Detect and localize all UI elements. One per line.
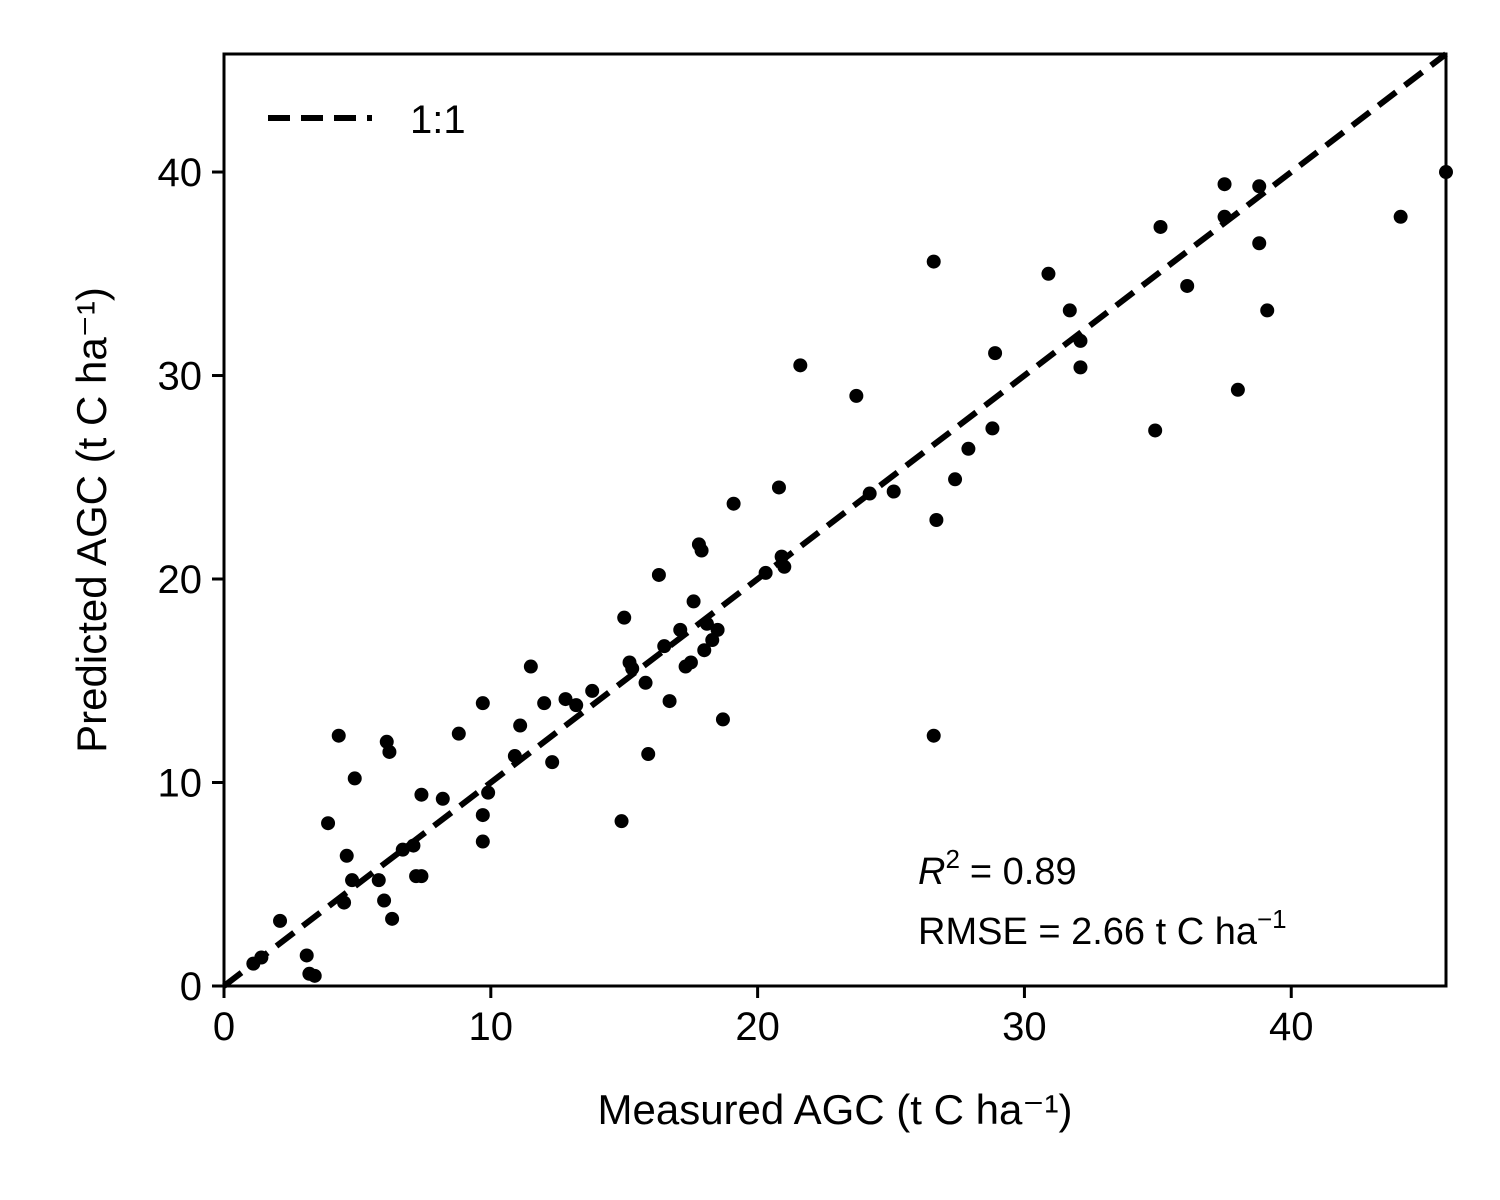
data-point xyxy=(697,643,712,658)
data-point xyxy=(638,675,653,690)
x-tick-label: 40 xyxy=(1269,1005,1314,1049)
data-point xyxy=(657,639,672,654)
data-point xyxy=(1073,360,1088,375)
one-to-one-line xyxy=(222,51,1448,989)
data-point xyxy=(686,594,701,609)
data-point xyxy=(625,661,640,676)
data-point xyxy=(793,358,808,373)
data-point xyxy=(771,480,786,495)
data-point xyxy=(617,610,632,625)
data-point xyxy=(926,728,941,743)
x-tick-label: 10 xyxy=(469,1005,514,1049)
data-point xyxy=(585,683,600,698)
data-point xyxy=(1393,209,1408,224)
r2-annotation: R2 = 0.89 xyxy=(918,844,1077,893)
data-point xyxy=(569,698,584,713)
data-point xyxy=(475,696,490,711)
data-point xyxy=(435,791,450,806)
data-point xyxy=(1180,278,1195,293)
data-point xyxy=(1252,179,1267,194)
data-point xyxy=(1217,177,1232,192)
y-tick-label: 10 xyxy=(158,762,203,806)
data-point xyxy=(710,622,725,637)
data-point xyxy=(1153,219,1168,234)
data-point xyxy=(948,472,963,487)
data-point xyxy=(726,496,741,511)
y-tick-label: 0 xyxy=(180,965,202,1009)
data-point xyxy=(715,712,730,727)
data-point xyxy=(614,814,629,829)
data-point xyxy=(513,718,528,733)
data-point xyxy=(1260,303,1275,318)
data-point xyxy=(1252,236,1267,251)
data-point xyxy=(475,808,490,823)
data-point xyxy=(371,873,386,888)
y-tick-label: 40 xyxy=(158,151,203,195)
legend-label: 1:1 xyxy=(410,98,466,142)
data-point xyxy=(985,421,1000,436)
data-point xyxy=(1148,423,1163,438)
y-axis-ticks: 0 10 20 30 40 xyxy=(158,151,224,1009)
data-point xyxy=(414,869,429,884)
x-tick-label: 30 xyxy=(1002,1005,1047,1049)
data-point xyxy=(347,771,362,786)
data-point xyxy=(273,913,288,928)
data-point xyxy=(558,692,573,707)
data-point xyxy=(537,696,552,711)
x-tick-label: 0 xyxy=(213,1005,235,1049)
data-point xyxy=(299,948,314,963)
data-point xyxy=(683,655,698,670)
data-point xyxy=(523,659,538,674)
y-tick-label: 20 xyxy=(158,558,203,602)
data-point xyxy=(331,728,346,743)
rmse-annotation: RMSE = 2.66 t C ha−1 xyxy=(918,904,1287,953)
plot-frame xyxy=(222,52,1448,988)
x-axis-label: Measured AGC (t C ha⁻¹) xyxy=(598,1086,1073,1133)
data-point xyxy=(377,893,392,908)
x-axis-ticks: 0 10 20 30 40 xyxy=(213,986,1314,1049)
data-point xyxy=(651,567,666,582)
data-point xyxy=(694,543,709,558)
data-point xyxy=(382,744,397,759)
data-point xyxy=(641,747,656,762)
data-point xyxy=(475,834,490,849)
data-point xyxy=(451,726,466,741)
y-axis-label: Predicted AGC (t C ha⁻¹) xyxy=(68,287,115,753)
legend: 1:1 xyxy=(268,98,466,142)
stats-annotation: R2 = 0.89 RMSE = 2.66 t C ha−1 xyxy=(918,844,1287,953)
data-points xyxy=(246,165,1453,983)
data-point xyxy=(545,755,560,770)
data-point xyxy=(1062,303,1077,318)
x-tick-label: 20 xyxy=(735,1005,780,1049)
y-tick-label: 30 xyxy=(158,355,203,399)
data-point xyxy=(988,346,1003,361)
data-point xyxy=(849,388,864,403)
data-point xyxy=(961,441,976,456)
data-point xyxy=(1230,382,1245,397)
data-point xyxy=(929,513,944,527)
data-point xyxy=(886,484,901,499)
data-point xyxy=(385,911,400,926)
data-point xyxy=(339,848,354,863)
data-point xyxy=(1041,266,1056,281)
data-point xyxy=(662,694,677,709)
data-point xyxy=(307,968,322,983)
data-point xyxy=(481,785,496,800)
data-point xyxy=(926,254,941,269)
data-point xyxy=(414,787,429,802)
data-point xyxy=(321,816,336,831)
